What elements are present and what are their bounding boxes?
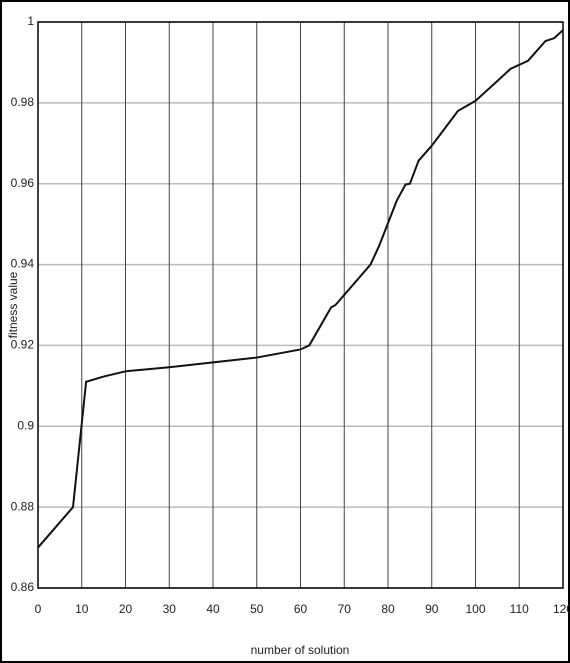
x-tick-label: 120: [553, 602, 570, 616]
y-tick-label: 1: [27, 14, 34, 28]
x-tick-label: 100: [465, 602, 485, 616]
x-tick-label: 30: [163, 602, 177, 616]
x-tick-label: 90: [425, 602, 439, 616]
y-axis-label: fitness value: [6, 271, 20, 338]
x-tick-label: 20: [119, 602, 133, 616]
y-tick-label: 0.88: [11, 499, 35, 513]
y-tick-label: 0.9: [17, 418, 34, 432]
y-tick-label: 0.92: [11, 338, 35, 352]
chart: number of solution fitness value 0.86 0.8…: [0, 0, 570, 663]
frame: [1, 1, 569, 662]
x-tick-label: 70: [338, 602, 352, 616]
y-tick-label: 0.86: [11, 580, 35, 594]
x-tick-label: 50: [250, 602, 264, 616]
x-axis-label: number of solution: [251, 643, 350, 657]
y-tick-label: 0.94: [11, 257, 35, 271]
x-tick-label: 60: [294, 602, 308, 616]
x-tick-label: 40: [206, 602, 220, 616]
y-tick-label: 0.96: [11, 176, 35, 190]
x-tick-label: 80: [381, 602, 395, 616]
x-tick-label: 110: [510, 602, 529, 616]
y-tick-label: 0.98: [11, 95, 35, 109]
x-tick-label: 0: [35, 602, 42, 616]
x-tick-label: 10: [75, 602, 89, 616]
